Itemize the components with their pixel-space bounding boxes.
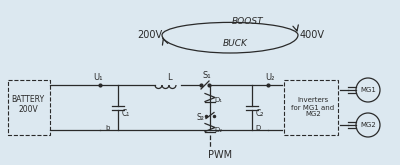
Text: S₁: S₁ <box>203 70 211 80</box>
Text: PWM: PWM <box>208 150 232 160</box>
Text: BUCK: BUCK <box>222 39 248 49</box>
Text: BATTERY
200V: BATTERY 200V <box>12 95 44 114</box>
Text: MG2: MG2 <box>360 122 376 128</box>
Text: MG1: MG1 <box>360 87 376 93</box>
Text: L: L <box>167 72 172 82</box>
Text: 200V: 200V <box>138 30 162 40</box>
Text: Inverters
for MG1 and
MG2: Inverters for MG1 and MG2 <box>292 98 334 117</box>
Text: b: b <box>106 125 110 131</box>
Text: U₁: U₁ <box>93 72 103 82</box>
Text: C₁: C₁ <box>122 109 130 118</box>
Text: D₁: D₁ <box>214 97 222 102</box>
Text: U₂: U₂ <box>265 72 275 82</box>
Text: BOOST: BOOST <box>232 16 264 26</box>
Text: D₂: D₂ <box>214 127 222 132</box>
Text: 400V: 400V <box>300 30 324 40</box>
Text: C₂: C₂ <box>256 109 264 118</box>
Text: D: D <box>255 125 261 131</box>
Text: S₂: S₂ <box>196 113 204 122</box>
